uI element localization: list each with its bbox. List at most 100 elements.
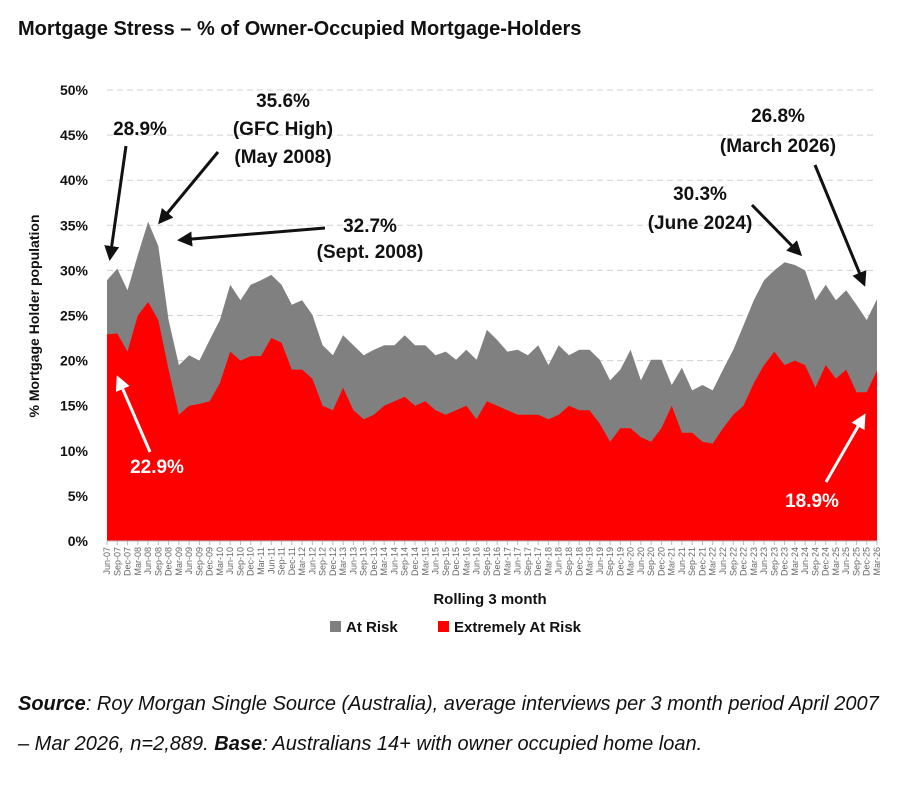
x-tick-label: Dec-16 (492, 547, 502, 576)
legend-swatch-extremely-at-risk (438, 621, 449, 632)
x-tick-label: Mar-25 (831, 547, 841, 576)
x-tick-label: Mar-15 (420, 547, 430, 576)
y-tick-label: 40% (60, 172, 89, 188)
x-tick-label: Mar-10 (215, 547, 225, 576)
x-tick-label: Mar-21 (667, 547, 677, 576)
x-tick-label: Sep-19 (605, 547, 615, 576)
x-tick-label: Jun-16 (472, 547, 482, 575)
chart-title: Mortgage Stress – % of Owner-Occupied Mo… (18, 18, 582, 40)
y-tick-label: 0% (68, 533, 89, 549)
x-tick-label: Mar-12 (297, 547, 307, 576)
x-axis-label: Rolling 3 month (433, 591, 546, 608)
y-tick-label: 10% (60, 443, 89, 459)
x-tick-label: Dec-07 (123, 547, 133, 576)
x-tick-label: Sep-23 (769, 547, 779, 576)
x-tick-label: Jun-07 (102, 547, 112, 575)
x-tick-label: Sep-17 (523, 547, 533, 576)
y-tick-label: 30% (60, 262, 89, 278)
annotation-text: (March 2026) (720, 136, 836, 157)
x-tick-label: Mar-14 (379, 547, 389, 576)
annotation-sept-2008: 32.7% (Sept. 2008) (177, 216, 424, 263)
x-tick-label: Jun-10 (225, 547, 235, 575)
x-tick-label: Sep-25 (851, 547, 861, 576)
mortgage-stress-chart: 0%5%10%15%20%25%30%35%40%45%50% Jun-07 Se… (26, 82, 882, 636)
legend-label-at-risk: At Risk (346, 619, 398, 636)
annotation-gfc-high: 35.6% (GFC High) (May 2008) (158, 91, 333, 225)
x-tick-label: Mar-09 (174, 547, 184, 576)
y-axis-label: % Mortgage Holder population (26, 215, 42, 418)
x-tick-label: Sep-24 (810, 547, 820, 576)
x-tick-label: Mar-19 (585, 547, 595, 576)
annotation-text: (Sept. 2008) (317, 242, 424, 263)
x-tick-label: Sep-18 (564, 547, 574, 576)
y-tick-label: 20% (60, 353, 89, 369)
annotation-text: 35.6% (256, 91, 310, 112)
x-tick-label: Dec-20 (656, 547, 666, 576)
annotation-march-2026: 26.8% (March 2026) (720, 106, 867, 287)
x-tick-label: Jun-12 (307, 547, 317, 575)
x-tick-label: Mar-24 (790, 547, 800, 576)
annotation-text: (GFC High) (233, 119, 333, 140)
x-tick-label: Dec-11 (287, 547, 297, 575)
x-tick-label: Jun-24 (800, 547, 810, 575)
x-tick-label: Mar-23 (749, 547, 759, 576)
x-tick-label: Jun-11 (266, 547, 276, 574)
x-tick-label: Dec-15 (451, 547, 461, 576)
annotation-arrow (824, 413, 866, 483)
x-tick-label: Sep-08 (153, 547, 163, 576)
annotation-text: 22.9% (130, 457, 184, 478)
x-tick-label: Dec-24 (821, 547, 831, 576)
x-tick-label: Mar-26 (872, 547, 882, 576)
x-tick-label: Dec-10 (246, 547, 256, 576)
x-tick-label: Dec-14 (410, 547, 420, 576)
legend-swatch-at-risk (330, 621, 341, 632)
annotation-text: 32.7% (343, 216, 397, 237)
x-tick-label: Dec-22 (739, 547, 749, 576)
annotation-arrow (104, 145, 128, 261)
annotation-text: 26.8% (751, 106, 805, 127)
x-tick-label: Dec-25 (862, 547, 872, 576)
y-tick-label: 25% (60, 308, 89, 324)
x-tick-label: Jun-18 (554, 547, 564, 575)
x-tick-label: Jun-23 (759, 547, 769, 575)
x-tick-label: Jun-25 (841, 547, 851, 575)
x-tick-label: Mar-13 (338, 547, 348, 576)
y-tick-label: 15% (60, 398, 89, 414)
x-tick-label: Jun-14 (389, 547, 399, 575)
x-tick-label: Jun-17 (513, 547, 523, 575)
x-tick-label: Mar-18 (543, 547, 553, 576)
y-tick-label: 35% (60, 217, 89, 233)
x-tick-label: Dec-12 (328, 547, 338, 576)
x-tick-label: Sep-22 (728, 547, 738, 576)
x-tick-label: Sep-13 (359, 547, 369, 576)
x-tick-label: Mar-16 (461, 547, 471, 576)
x-tick-label: Sep-12 (318, 547, 328, 576)
annotation-text: (June 2024) (648, 213, 753, 234)
legend-label-extremely-at-risk: Extremely At Risk (454, 619, 582, 636)
annotation-text: 28.9% (113, 119, 167, 140)
y-tick-label: 50% (60, 82, 89, 98)
x-tick-label: Dec-17 (533, 547, 543, 576)
x-tick-label: Jun-13 (348, 547, 358, 575)
source-text: : Roy Morgan Single Source (Australia), … (18, 693, 879, 755)
x-tick-label: Jun-21 (677, 547, 687, 575)
x-tick-label: Mar-08 (133, 547, 143, 576)
x-tick-label: Mar-11 (256, 547, 266, 575)
x-tick-label: Sep-21 (687, 547, 697, 576)
x-tick-label: Dec-23 (780, 547, 790, 576)
annotation-arrow (115, 375, 152, 453)
x-tick-label: Sep-20 (646, 547, 656, 576)
x-tick-label: Dec-08 (164, 547, 174, 576)
x-tick-label: Sep-07 (112, 547, 122, 576)
x-tick-label: Sep-11 (277, 547, 287, 575)
y-tick-label: 45% (60, 127, 89, 143)
area-extremely-at-risk (107, 302, 877, 541)
x-tick-label: Mar-20 (626, 547, 636, 576)
annotation-text: 18.9% (785, 491, 839, 512)
annotation-arrow (177, 226, 326, 247)
x-tick-label: Dec-18 (574, 547, 584, 576)
source-label: Source (18, 693, 86, 715)
x-tick-label: Jun-20 (636, 547, 646, 575)
x-tick-label: Dec-19 (615, 547, 625, 576)
base-label: Base (214, 733, 263, 755)
